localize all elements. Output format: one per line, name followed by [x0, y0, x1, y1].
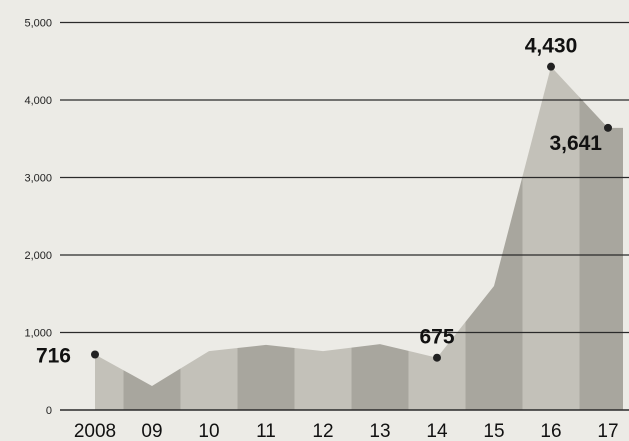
data-points — [91, 62, 612, 362]
x-axis-tick-labels: 2008 09 10 11 12 13 14 15 16 17 — [74, 421, 619, 441]
x-tick-label: 09 — [141, 421, 162, 441]
y-tick-label: 0 — [46, 405, 52, 417]
area-band-12 — [294, 347, 352, 410]
area-band-14 — [408, 321, 466, 410]
y-tick-label: 1,000 — [24, 328, 52, 340]
area-band-2008 — [95, 354, 124, 410]
x-tick-label: 12 — [312, 421, 333, 441]
data-label-2008: 716 — [36, 345, 71, 368]
x-tick-label: 10 — [198, 421, 219, 441]
data-labels: 716 675 4,430 3,641 — [36, 35, 602, 368]
y-tick-label: 4,000 — [24, 95, 52, 107]
area-band-13 — [351, 344, 409, 410]
data-label-17: 3,641 — [549, 132, 602, 155]
x-tick-label: 16 — [540, 421, 561, 441]
y-axis-tick-labels: 0 1,000 2,000 3,000 4,000 5,000 — [24, 18, 52, 418]
y-tick-label: 3,000 — [24, 173, 52, 185]
area-band-16 — [522, 66, 580, 411]
y-tick-label: 5,000 — [24, 18, 52, 30]
area-band-17 — [579, 97, 623, 410]
x-tick-label: 14 — [426, 421, 448, 441]
area-band-15 — [465, 176, 523, 410]
data-point-2008 — [91, 350, 99, 359]
area-bands — [95, 66, 623, 411]
data-point-17 — [604, 123, 612, 132]
data-point-16 — [547, 62, 555, 71]
x-tick-label: 11 — [256, 421, 276, 441]
x-tick-label: 15 — [483, 421, 504, 441]
area-band-10 — [180, 348, 238, 410]
area-band-11 — [237, 344, 295, 410]
area-band-09 — [123, 368, 181, 410]
data-label-16: 4,430 — [525, 35, 578, 58]
x-tick-label: 17 — [597, 421, 618, 441]
data-label-14: 675 — [419, 326, 454, 349]
gridlines — [60, 21, 629, 411]
x-tick-label: 13 — [369, 421, 390, 441]
y-tick-label: 2,000 — [24, 250, 52, 262]
data-point-14 — [433, 353, 441, 362]
x-tick-label: 2008 — [74, 421, 116, 441]
